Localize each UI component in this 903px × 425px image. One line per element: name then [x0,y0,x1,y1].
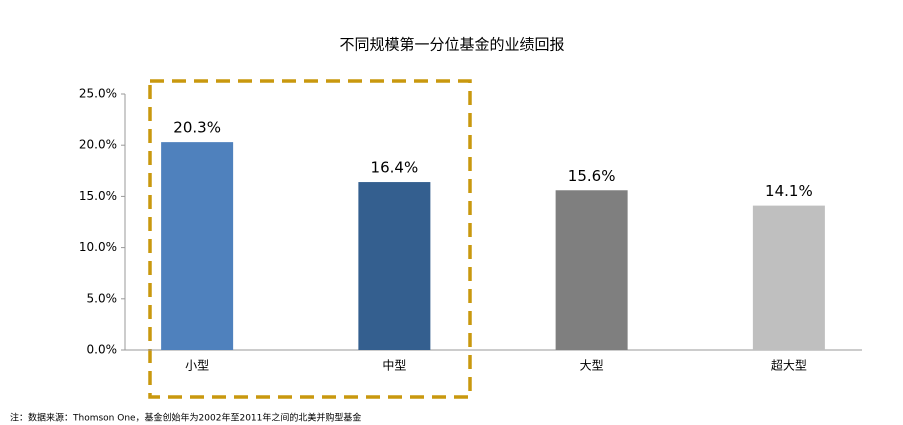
value-label: 14.1% [765,182,813,200]
y-tick-label: 15.0% [79,189,117,203]
bar [752,205,825,350]
value-label: 15.6% [568,167,616,185]
x-tick-label: 超大型 [771,358,807,373]
bar [358,182,431,350]
bar [555,190,628,350]
y-tick-label: 10.0% [79,240,117,254]
footnote: 注：数据来源：Thomson One，基金创始年为2002年至2011年之间的北… [10,412,361,424]
y-tick-label: 25.0% [79,87,117,101]
value-label: 20.3% [173,119,221,137]
x-tick-label: 中型 [382,358,406,373]
y-tick-label: 0.0% [87,343,118,357]
y-tick-label: 5.0% [87,291,118,305]
chart-title: 不同规模第一分位基金的业绩回报 [339,36,564,54]
bar [161,142,234,350]
x-tick-label: 小型 [185,359,209,373]
x-tick-label: 大型 [580,359,604,373]
highlight-box [148,79,472,399]
value-label: 16.4% [371,159,419,177]
y-tick-label: 20.0% [79,138,117,152]
